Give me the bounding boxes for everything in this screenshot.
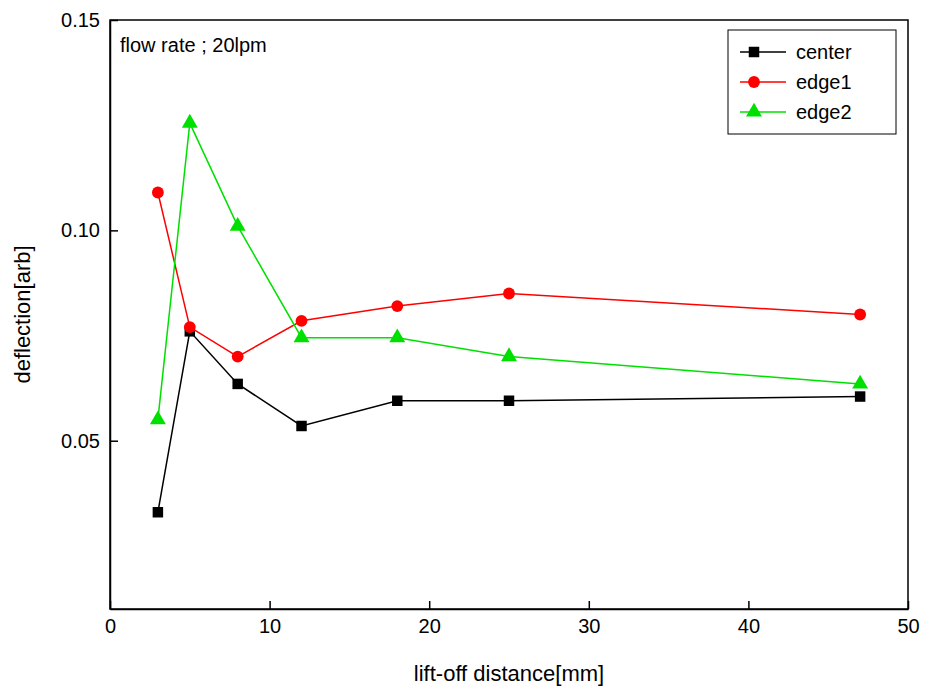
annotation: flow rate ; 20lpm bbox=[120, 34, 267, 56]
series-marker bbox=[232, 379, 242, 389]
series-marker bbox=[392, 396, 402, 406]
chart: 0 10 20 30 40 50 0.05 0.10 0.15 flow rate ; 20lpm… bbox=[0, 0, 928, 699]
legend-label: center bbox=[796, 41, 852, 63]
x-tick-mark bbox=[269, 601, 271, 609]
series-marker bbox=[503, 288, 515, 300]
series-marker bbox=[854, 309, 866, 321]
x-axis-title: lift-off distance[mm] bbox=[414, 661, 604, 686]
legend-line bbox=[740, 111, 786, 113]
plot-frame bbox=[110, 20, 908, 609]
legend-line bbox=[740, 81, 786, 83]
x-tick-label: 50 bbox=[897, 615, 919, 637]
series-area bbox=[150, 114, 868, 518]
series-marker bbox=[852, 375, 868, 389]
x-tick: 50 bbox=[897, 601, 919, 637]
plot: 0 10 20 30 40 50 0.05 0.10 0.15 flow rate ; 20lpm… bbox=[61, 9, 920, 637]
x-tick-mark bbox=[908, 601, 910, 609]
y-tick: 0.15 bbox=[61, 9, 118, 31]
series-marker bbox=[501, 347, 517, 361]
x-tick-mark bbox=[429, 601, 431, 609]
y-axis-title: deflection[arb] bbox=[10, 245, 35, 383]
legend-marker bbox=[746, 103, 762, 117]
series-line bbox=[158, 123, 860, 420]
x-tick: 30 bbox=[578, 601, 600, 637]
series-marker bbox=[296, 315, 308, 327]
y-tick-mark bbox=[110, 440, 118, 442]
y-tick: 0.10 bbox=[61, 219, 118, 241]
x-tick-mark bbox=[748, 601, 750, 609]
y-axis: 0.05 0.10 0.15 bbox=[61, 9, 118, 610]
legend-label: edge1 bbox=[796, 71, 852, 93]
y-tick-label: 0.05 bbox=[61, 430, 100, 452]
series-marker bbox=[232, 351, 244, 363]
x-tick: 20 bbox=[419, 601, 441, 637]
x-tick: 10 bbox=[259, 601, 281, 637]
series-marker bbox=[153, 507, 163, 517]
x-tick-mark bbox=[589, 601, 591, 609]
series-marker bbox=[504, 396, 514, 406]
x-axis-line bbox=[111, 609, 909, 611]
x-tick-label: 40 bbox=[738, 615, 760, 637]
legend-marker bbox=[749, 47, 759, 57]
legend-line bbox=[740, 51, 786, 53]
series-marker bbox=[182, 114, 198, 128]
series-marker bbox=[391, 300, 403, 312]
series-marker bbox=[150, 410, 166, 424]
legend-box bbox=[728, 30, 896, 134]
y-axis-line bbox=[110, 21, 112, 610]
x-axis: 0 10 20 30 40 50 bbox=[105, 601, 920, 637]
series-line bbox=[158, 331, 860, 512]
legend-marker bbox=[748, 76, 760, 88]
y-tick-label: 0.10 bbox=[61, 219, 100, 241]
y-tick-mark bbox=[110, 230, 118, 232]
x-tick-label: 0 bbox=[105, 615, 116, 637]
legend: center edge1 edge2 bbox=[728, 30, 896, 134]
series-line bbox=[158, 192, 860, 356]
x-tick-label: 30 bbox=[578, 615, 600, 637]
legend-label: edge2 bbox=[796, 101, 852, 123]
series-marker bbox=[389, 328, 405, 342]
x-tick-label: 20 bbox=[419, 615, 441, 637]
series-marker bbox=[184, 321, 196, 333]
series-marker bbox=[294, 328, 310, 342]
series-marker bbox=[152, 187, 164, 199]
series-marker bbox=[230, 217, 246, 231]
y-tick-label: 0.15 bbox=[61, 9, 100, 31]
series-marker bbox=[296, 421, 306, 431]
series-marker bbox=[855, 391, 865, 401]
x-tick: 40 bbox=[738, 601, 760, 637]
y-tick-mark bbox=[110, 20, 118, 22]
x-tick-label: 10 bbox=[259, 615, 281, 637]
y-tick: 0.05 bbox=[61, 430, 118, 452]
